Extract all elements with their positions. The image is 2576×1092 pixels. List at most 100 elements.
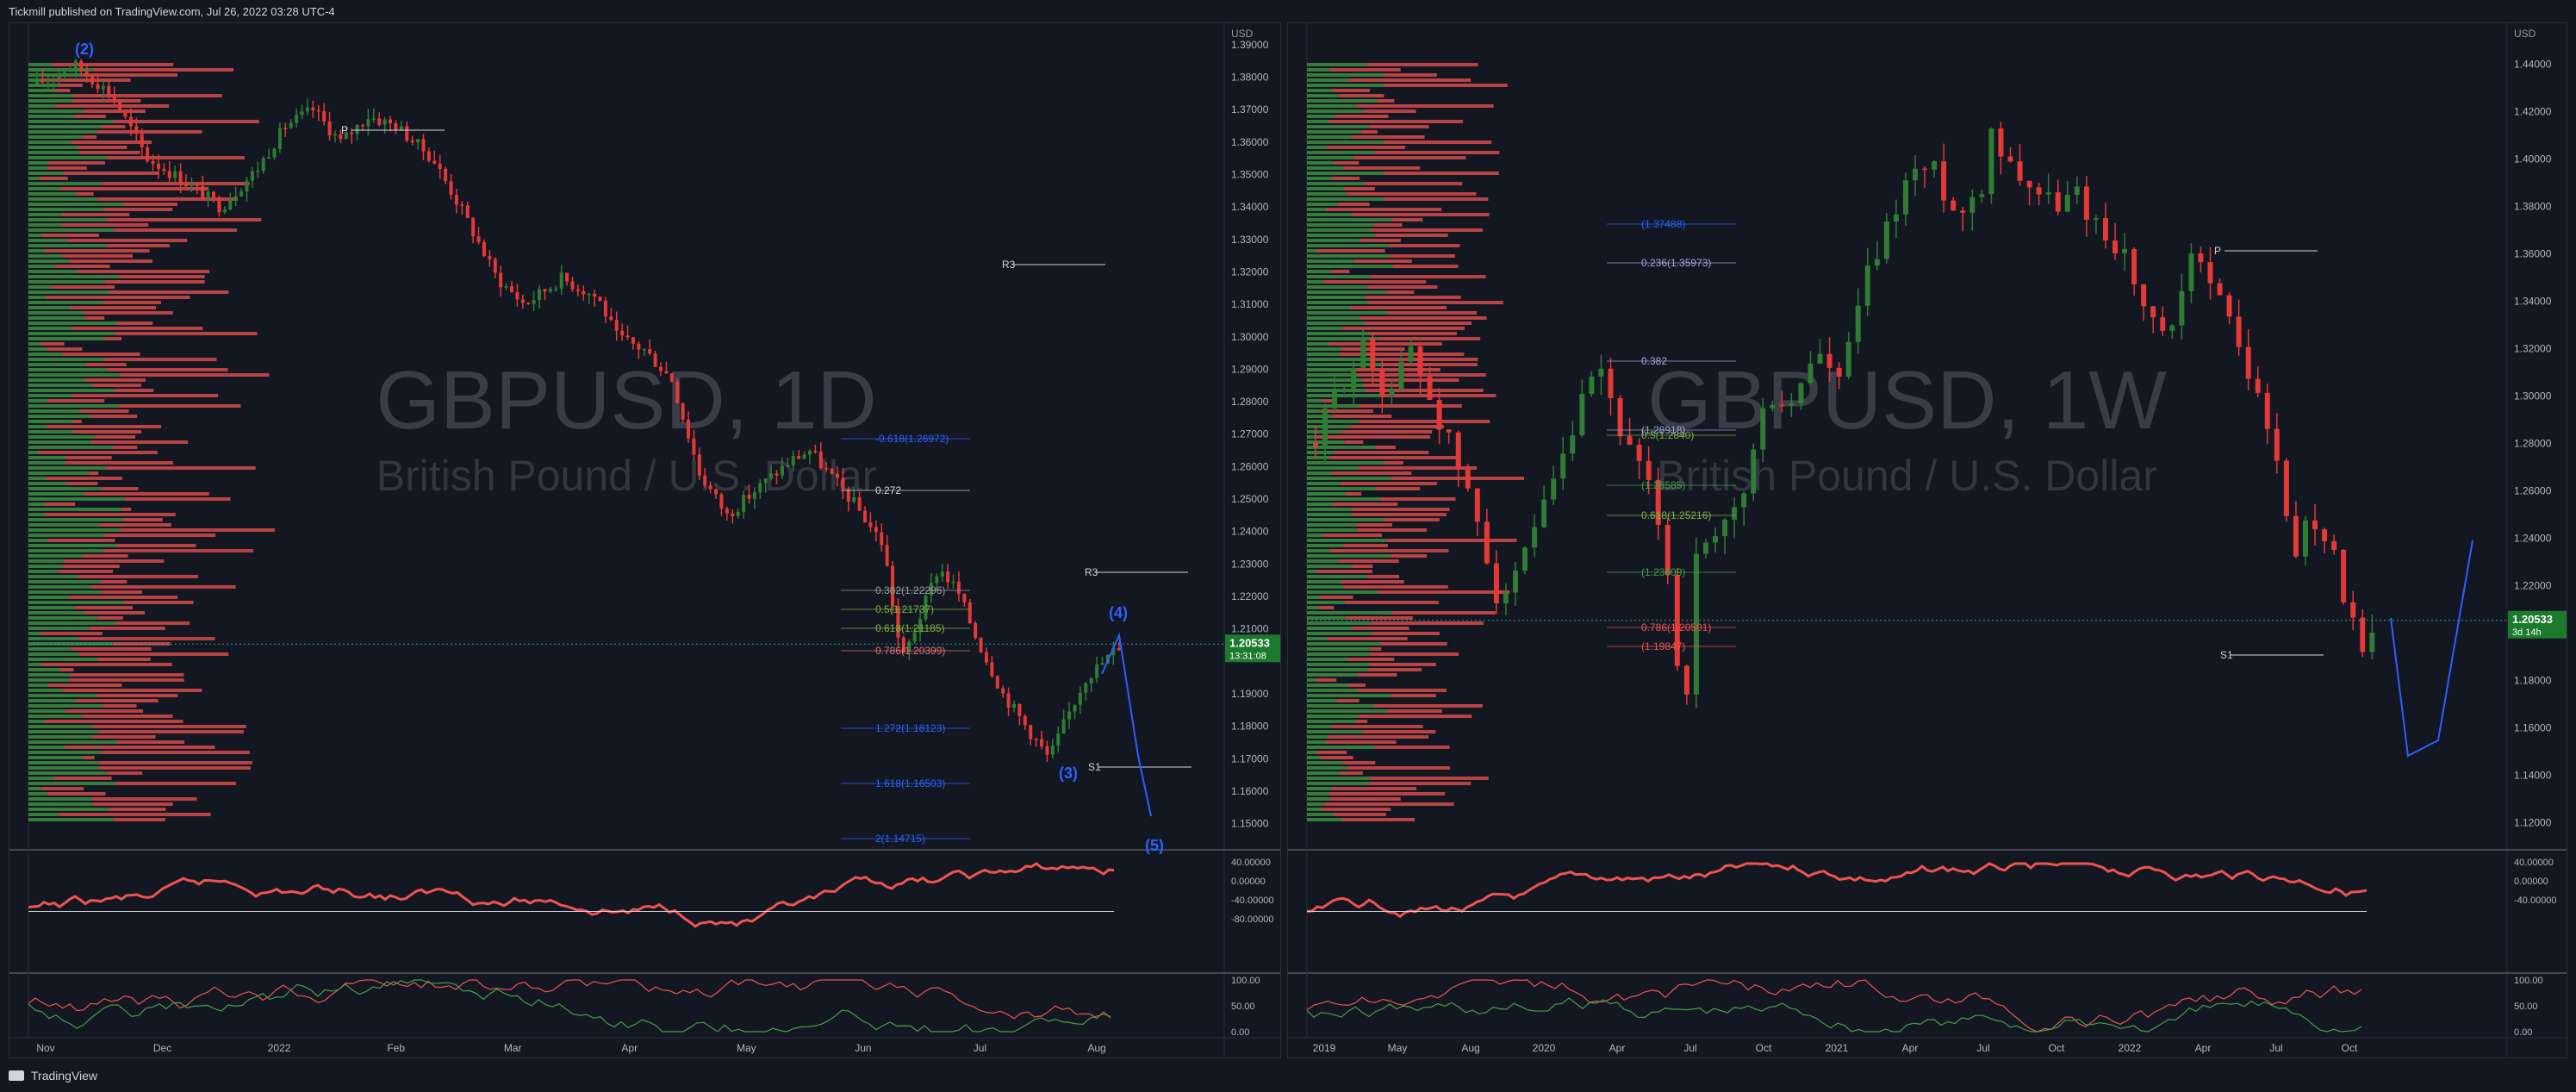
- chart-svg-daily[interactable]: GBPUSD, 1D British Pound / U.S. Dollar USD…: [9, 23, 1281, 1058]
- price-tick: 1.35000: [1231, 168, 1269, 180]
- volume-profile-down: [1378, 337, 1481, 340]
- publisher-bar: Tickmill published on TradingView.com, J…: [0, 0, 2576, 22]
- volume-profile-up: [28, 218, 108, 222]
- volume-profile-down: [104, 280, 205, 284]
- candle: [1111, 648, 1116, 656]
- chart-panel-daily[interactable]: GBPUSD, 1D British Pound / U.S. Dollar USD…: [9, 22, 1281, 1058]
- candle: [295, 115, 299, 123]
- volume-profile-up: [28, 435, 95, 439]
- volume-profile-down: [1372, 632, 1440, 635]
- volume-profile-up: [1307, 192, 1347, 196]
- volume-profile-down: [92, 802, 173, 806]
- candle: [2360, 617, 2366, 652]
- volume-profile-down: [96, 197, 239, 201]
- volume-profile-up: [1307, 321, 1365, 325]
- volume-profile-down: [1316, 249, 1385, 253]
- volume-profile-down: [103, 208, 173, 211]
- time-tick: Nov: [36, 1042, 54, 1054]
- pivot-label: R3: [1085, 566, 1098, 578]
- volume-profile-up: [28, 363, 86, 366]
- candle: [874, 527, 878, 533]
- volume-profile-up: [28, 637, 78, 640]
- candle: [233, 196, 238, 201]
- volume-profile-up: [1307, 73, 1384, 77]
- last-price-badge: [2508, 610, 2567, 639]
- volume-profile-up: [28, 156, 107, 159]
- volume-profile-up: [1307, 208, 1326, 211]
- candle: [968, 602, 972, 624]
- candle: [399, 126, 403, 131]
- price-tick: 1.17000: [1231, 752, 1269, 764]
- price-tick: 1.38000: [1231, 71, 1269, 83]
- candle: [444, 169, 448, 182]
- volume-profile-up: [28, 792, 47, 796]
- fib-label: 0.618(1.25216): [1641, 509, 1711, 521]
- fib-label: 0.618(1.21185): [875, 622, 945, 634]
- volume-profile-up: [28, 585, 92, 589]
- price-tick: 1.40000: [2514, 153, 2552, 165]
- candle: [653, 353, 657, 367]
- volume-profile-up: [1307, 151, 1374, 154]
- volume-profile-down: [1328, 342, 1442, 346]
- candle: [1864, 265, 1870, 306]
- chart-panel-weekly[interactable]: GBPUSD, 1W British Pound / U.S. Dollar USD…: [1287, 22, 2567, 1058]
- candle: [2179, 290, 2185, 326]
- volume-profile-up: [1307, 585, 1344, 589]
- volume-profile-down: [1331, 177, 1360, 180]
- volume-profile-down: [1346, 616, 1413, 620]
- candle: [2264, 392, 2270, 429]
- fib-label: 0.786(1.20399): [875, 645, 945, 657]
- candle: [68, 68, 72, 72]
- volume-profile-up: [28, 177, 39, 180]
- candle: [1608, 368, 1614, 398]
- stoch-line: [1306, 979, 2362, 1033]
- elliott-wave-label: (2): [75, 41, 94, 58]
- fib-label: 0.382: [1641, 355, 1667, 367]
- price-tick: 1.28000: [2514, 437, 2552, 449]
- candle: [201, 185, 205, 199]
- volume-profile-down: [84, 73, 177, 77]
- tradingview-logo[interactable]: TradingView: [9, 1069, 97, 1083]
- price-tick: 1.26000: [1231, 460, 1269, 472]
- volume-profile-down: [54, 89, 71, 92]
- rsi-line: [28, 862, 1115, 928]
- candle: [1702, 542, 1708, 554]
- candle: [277, 128, 282, 149]
- price-tick: 1.23000: [1231, 558, 1269, 570]
- candle: [2122, 248, 2128, 253]
- candle: [1913, 168, 1919, 181]
- candle: [134, 126, 139, 134]
- volume-profile-down: [45, 296, 190, 299]
- volume-profile-up: [1307, 84, 1384, 87]
- candle: [974, 623, 978, 639]
- volume-profile-up: [1307, 234, 1376, 237]
- volume-profile-up: [28, 456, 65, 459]
- volume-profile-up: [1307, 761, 1343, 764]
- volume-profile-down: [61, 213, 130, 216]
- volume-profile-down: [69, 678, 184, 682]
- volume-profile-down: [1370, 777, 1489, 780]
- volume-profile-up: [28, 683, 48, 687]
- candle: [339, 134, 343, 140]
- candle: [1551, 478, 1557, 500]
- candle: [509, 286, 513, 292]
- volume-profile-up: [28, 161, 49, 165]
- volume-profile-down: [1360, 316, 1487, 320]
- volume-profile-up: [1307, 332, 1368, 335]
- candle: [824, 468, 829, 470]
- volume-profile-up: [1307, 275, 1371, 278]
- volume-profile-down: [48, 161, 105, 165]
- watermark-symbol: GBPUSD, 1D: [376, 354, 876, 446]
- volume-profile-up: [28, 130, 96, 134]
- volume-profile-down: [96, 130, 202, 134]
- volume-profile-up: [28, 735, 93, 739]
- volume-profile-up: [1307, 420, 1360, 423]
- volume-profile-up: [1307, 668, 1368, 671]
- volume-profile-down: [1329, 68, 1401, 72]
- volume-profile-up: [28, 120, 114, 123]
- volume-profile-down: [72, 430, 142, 434]
- volume-profile-down: [1328, 792, 1446, 796]
- volume-profile-up: [1307, 311, 1389, 315]
- candle: [609, 316, 613, 321]
- chart-svg-weekly[interactable]: GBPUSD, 1W British Pound / U.S. Dollar USD…: [1288, 23, 2567, 1058]
